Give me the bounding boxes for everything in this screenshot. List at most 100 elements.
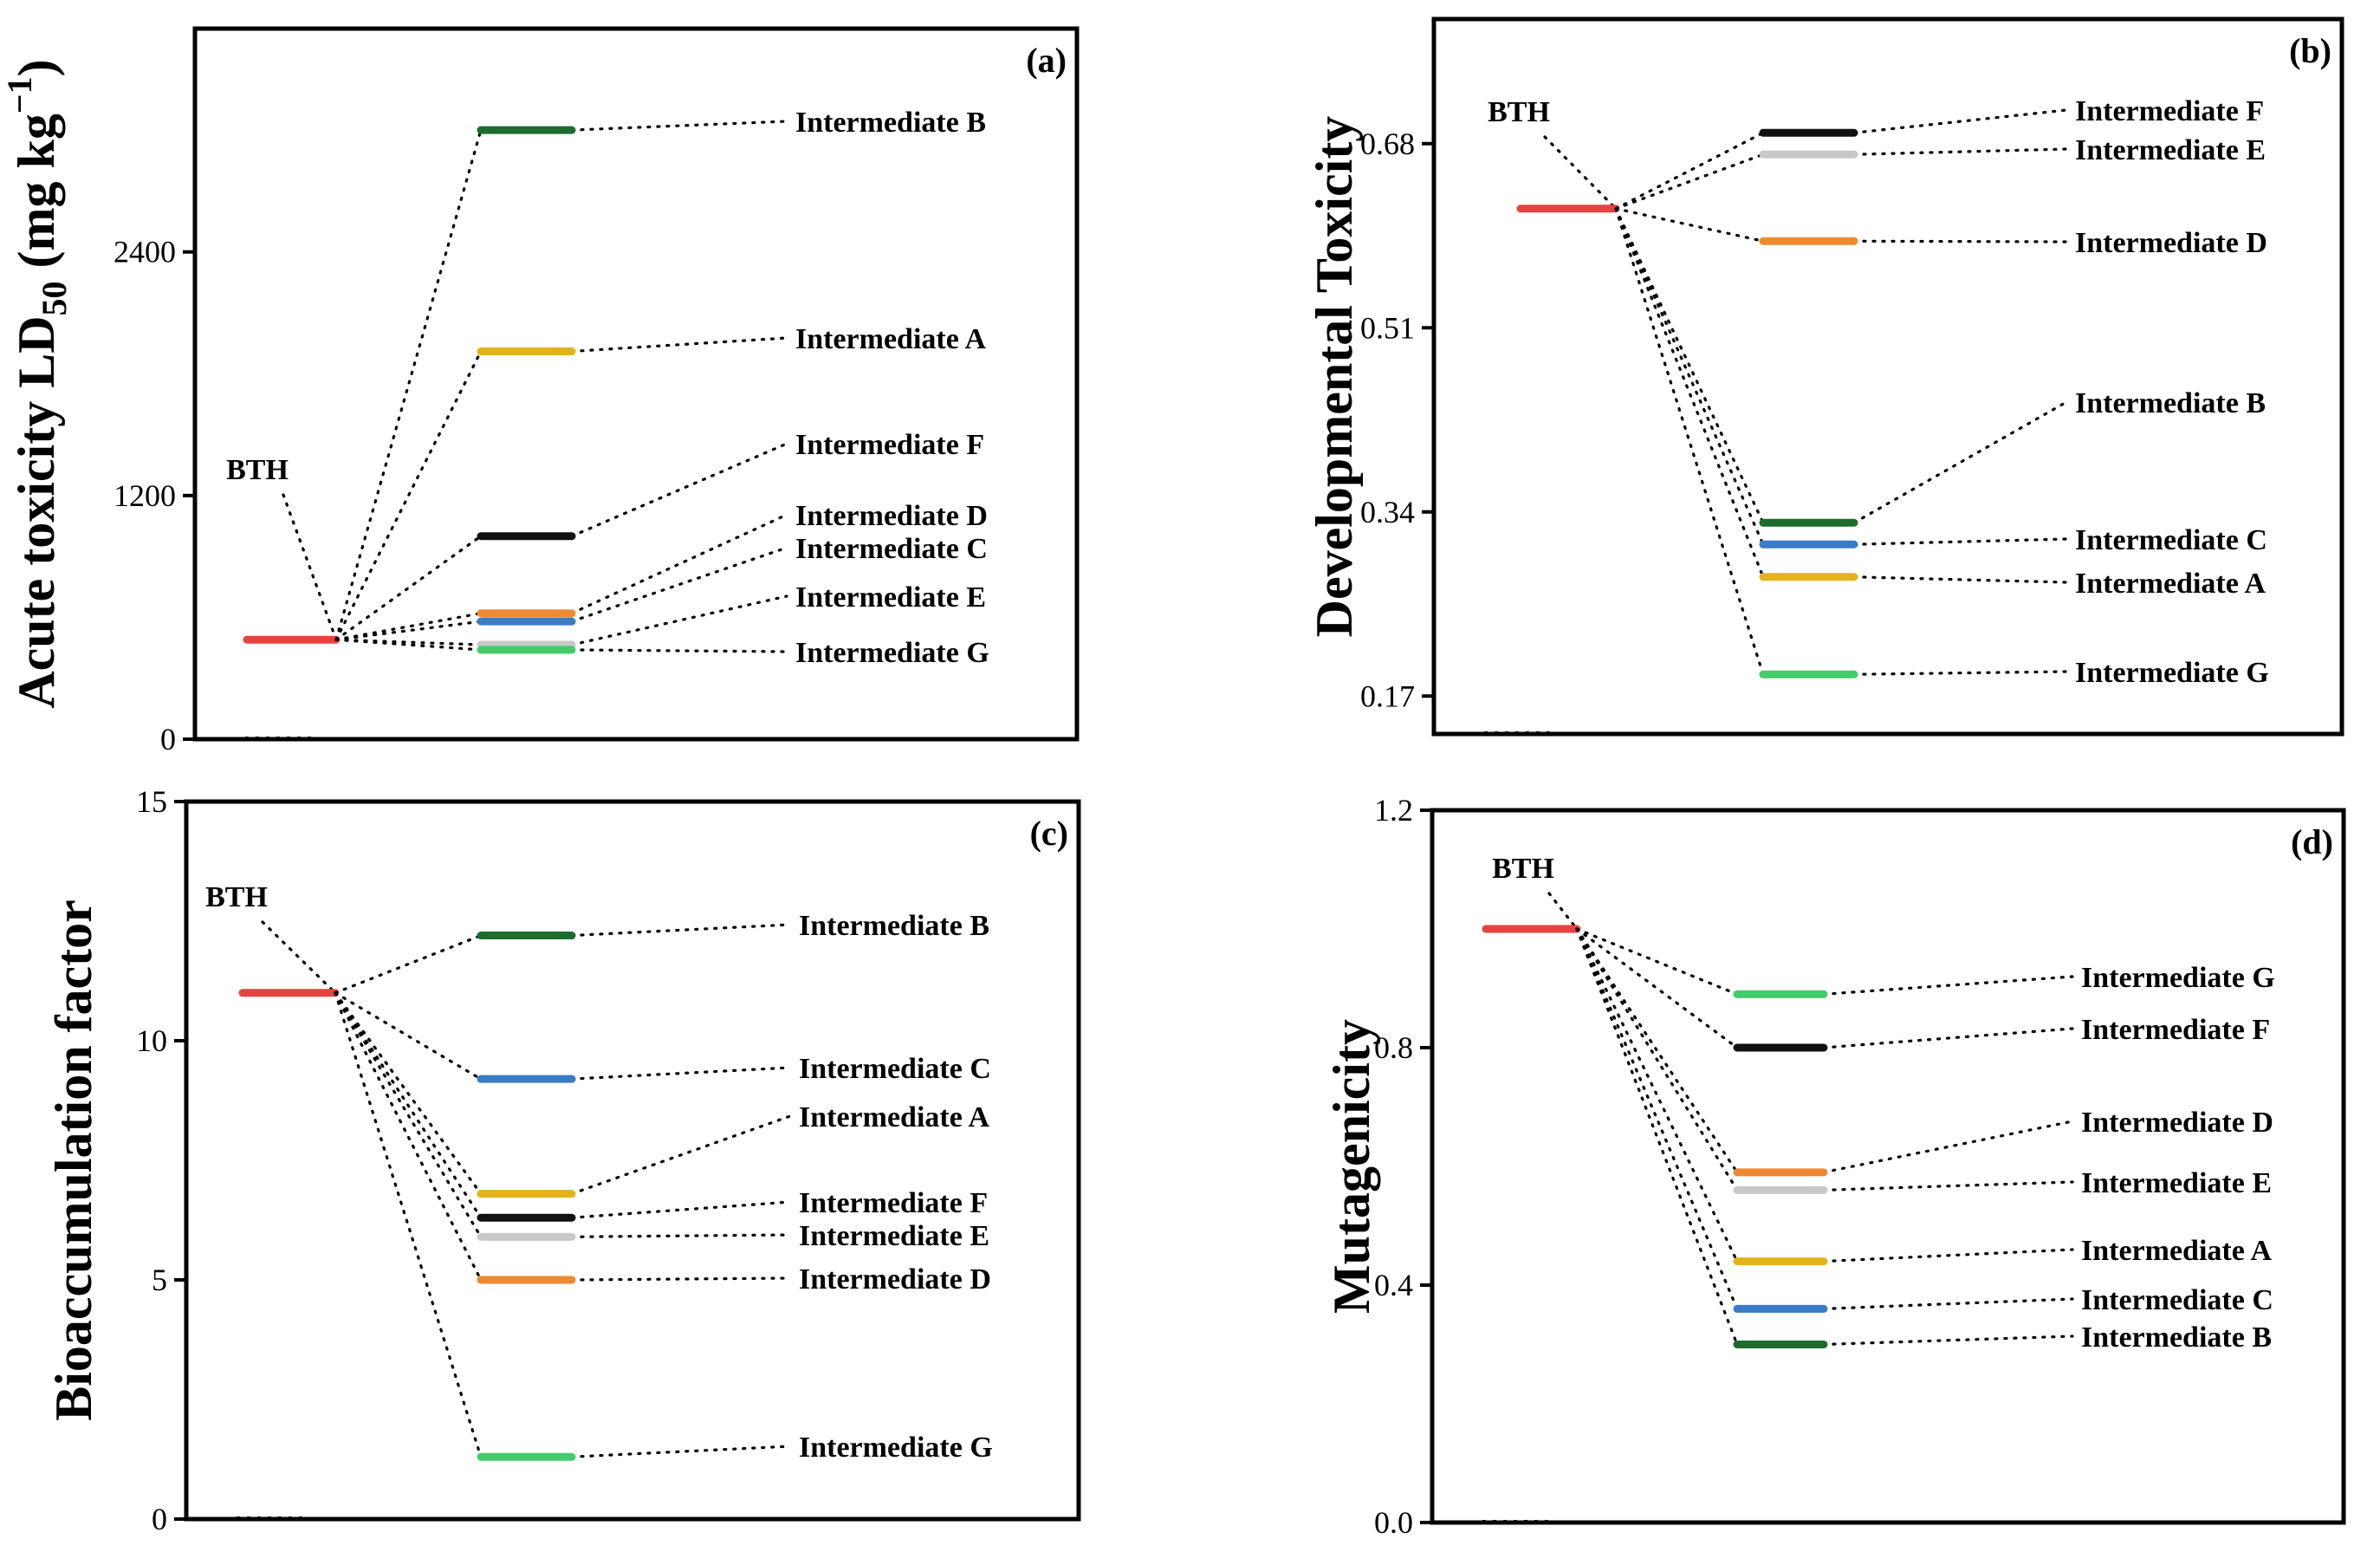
- connector-intermediate-b: [1614, 207, 1765, 524]
- connector-intermediate-f: [334, 991, 483, 1219]
- bth-label: BTH: [1488, 96, 1550, 128]
- level-label-intermediate-d: Intermediate D: [2081, 1107, 2273, 1139]
- connector-intermediate-a: [1614, 207, 1765, 579]
- level-label-intermediate-g: Intermediate G: [2075, 657, 2269, 689]
- connector-intermediate-b: [334, 128, 483, 641]
- bth-leader: [1547, 892, 1579, 931]
- level-label-intermediate-c: Intermediate C: [2075, 524, 2267, 556]
- connector-intermediate-g: [1614, 207, 1765, 676]
- label-leader-intermediate-b: [570, 923, 792, 938]
- connector-intermediate-f: [1575, 927, 1739, 1049]
- label-leader-intermediate-f: [1822, 1027, 2074, 1049]
- y-tick-label: 15: [136, 784, 167, 819]
- connector-intermediate-g: [1575, 927, 1739, 996]
- panel-label: (c): [1030, 814, 1068, 853]
- level-label-intermediate-a: Intermediate A: [2075, 568, 2266, 600]
- label-leader-intermediate-c: [1852, 537, 2068, 546]
- y-axis-label: Developmental Toxicity: [1306, 116, 1363, 638]
- label-leader-intermediate-d: [1852, 239, 2068, 244]
- y-axis-label-part: Acute toxicity LD: [8, 315, 65, 708]
- y-tick-label: 1200: [113, 478, 176, 513]
- y-axis-label-sub: 50: [35, 281, 74, 315]
- connector-intermediate-b: [334, 933, 483, 995]
- connector-intermediate-c: [334, 620, 483, 641]
- level-label-intermediate-b: Intermediate B: [795, 107, 986, 139]
- label-leader-intermediate-g: [1852, 670, 2068, 676]
- level-label-intermediate-c: Intermediate C: [799, 1053, 991, 1085]
- level-label-intermediate-a: Intermediate A: [799, 1101, 989, 1133]
- label-leader-intermediate-f: [570, 442, 788, 538]
- plot-frame: [1431, 16, 2344, 737]
- connector-intermediate-c: [334, 991, 483, 1081]
- plot-frame: [184, 799, 1081, 1522]
- connector-intermediate-d: [1614, 207, 1765, 243]
- y-axis-label: Bioaccumulation factor: [45, 899, 102, 1421]
- connector-intermediate-b: [1575, 927, 1739, 1347]
- label-leader-intermediate-c: [1822, 1297, 2074, 1311]
- label-leader-intermediate-e: [570, 594, 788, 646]
- connector-intermediate-f: [334, 535, 483, 641]
- connector-intermediate-d: [1575, 927, 1739, 1174]
- label-leader-intermediate-e: [1852, 147, 2068, 156]
- connector-intermediate-d: [334, 612, 483, 641]
- label-leader-intermediate-b: [1822, 1334, 2074, 1347]
- panel-a: 0 1200 2400 Acute toxicity LD50 (mg kg−1) (a…: [0, 26, 1080, 757]
- level-label-intermediate-b: Intermediate B: [2075, 387, 2266, 419]
- y-axis-label: Acute toxicity LD50 (mg kg−1): [0, 59, 74, 708]
- connector-intermediate-e: [334, 991, 483, 1238]
- plot-frame: [192, 26, 1080, 742]
- y-tick-label: 0.17: [1360, 679, 1415, 713]
- y-axis-label-part: (mg kg: [8, 114, 65, 281]
- y-axis-label-sup: −1: [0, 76, 39, 114]
- label-leader-intermediate-e: [570, 1233, 792, 1238]
- connector-intermediate-c: [1614, 207, 1765, 546]
- label-leader-intermediate-d: [1822, 1120, 2074, 1174]
- level-label-intermediate-e: Intermediate E: [2075, 134, 2266, 166]
- level-label-intermediate-g: Intermediate G: [2081, 962, 2275, 994]
- connector-intermediate-c: [1575, 927, 1739, 1311]
- y-tick-label: 0.4: [1374, 1268, 1413, 1302]
- connector-intermediate-e: [1575, 927, 1739, 1192]
- connector-intermediate-d: [334, 991, 483, 1282]
- level-label-intermediate-e: Intermediate E: [795, 581, 986, 614]
- label-leader-intermediate-g: [570, 648, 788, 653]
- level-label-intermediate-f: Intermediate F: [2075, 95, 2264, 127]
- connector-intermediate-g: [334, 991, 483, 1458]
- level-label-intermediate-d: Intermediate D: [2075, 227, 2267, 259]
- label-leader-intermediate-f: [1852, 108, 2068, 134]
- connector-intermediate-a: [334, 991, 483, 1196]
- connector-intermediate-a: [1575, 927, 1739, 1263]
- y-tick-label: 5: [152, 1263, 167, 1297]
- level-label-intermediate-c: Intermediate C: [2081, 1284, 2273, 1316]
- label-leader-intermediate-a: [570, 336, 788, 354]
- bth-label: BTH: [205, 881, 268, 913]
- y-tick-label: 10: [136, 1023, 167, 1058]
- level-label-intermediate-g: Intermediate G: [795, 637, 989, 669]
- label-leader-intermediate-c: [570, 546, 788, 623]
- level-label-intermediate-c: Intermediate C: [795, 533, 988, 565]
- panel-label: (a): [1026, 41, 1067, 80]
- level-label-intermediate-b: Intermediate B: [799, 910, 989, 942]
- label-leader-intermediate-f: [570, 1200, 792, 1219]
- bth-label: BTH: [1492, 853, 1554, 885]
- y-axis-label-part: ): [8, 59, 65, 76]
- level-label-intermediate-d: Intermediate D: [799, 1263, 991, 1295]
- label-leader-intermediate-b: [1852, 400, 2068, 524]
- y-tick-label: 0.34: [1360, 495, 1415, 529]
- panel-c: 0 5 10 15 Bioaccumulation factor (c) BTH Interm…: [45, 784, 1081, 1536]
- y-tick-label: 0: [152, 1502, 167, 1536]
- level-label-intermediate-e: Intermediate E: [799, 1220, 989, 1252]
- y-tick-label: 0: [160, 722, 176, 757]
- label-leader-intermediate-e: [1822, 1180, 2074, 1192]
- panel-label: (b): [2289, 31, 2331, 70]
- bth-leader: [282, 493, 338, 641]
- label-leader-intermediate-a: [570, 1114, 792, 1196]
- label-leader-intermediate-a: [1852, 575, 2068, 584]
- level-label-intermediate-f: Intermediate F: [2081, 1014, 2270, 1046]
- y-tick-label: 1.2: [1374, 793, 1413, 828]
- level-label-intermediate-a: Intermediate A: [795, 323, 986, 355]
- connector-intermediate-a: [334, 349, 483, 641]
- level-label-intermediate-a: Intermediate A: [2081, 1235, 2272, 1267]
